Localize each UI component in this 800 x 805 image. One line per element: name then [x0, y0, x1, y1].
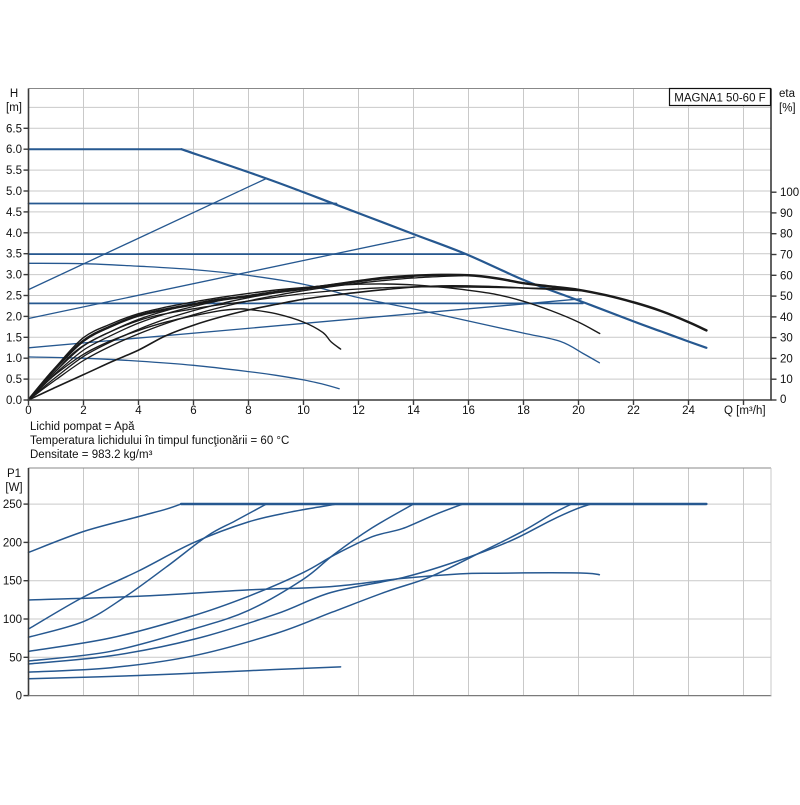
svg-text:[m]: [m]	[6, 102, 22, 114]
svg-text:Lichid pompat = Apă: Lichid pompat = Apă	[30, 421, 135, 433]
svg-text:20: 20	[780, 353, 793, 365]
svg-text:8: 8	[245, 405, 251, 417]
svg-text:2.5: 2.5	[6, 291, 22, 303]
svg-text:80: 80	[780, 229, 793, 241]
svg-text:0.0: 0.0	[6, 395, 22, 407]
svg-text:200: 200	[3, 537, 22, 549]
svg-text:3.0: 3.0	[6, 270, 22, 282]
svg-text:MAGNA1 50-60 F: MAGNA1 50-60 F	[674, 93, 765, 105]
svg-text:12: 12	[352, 405, 365, 417]
svg-text:14: 14	[407, 405, 420, 417]
svg-text:70: 70	[780, 250, 793, 262]
svg-text:0.5: 0.5	[6, 374, 22, 386]
svg-text:10: 10	[297, 405, 310, 417]
svg-text:[%]: [%]	[779, 103, 796, 115]
svg-text:eta: eta	[779, 88, 796, 100]
svg-text:90: 90	[780, 208, 793, 220]
svg-text:50: 50	[780, 291, 793, 303]
svg-text:40: 40	[780, 312, 793, 324]
svg-text:250: 250	[3, 499, 22, 511]
svg-text:2: 2	[80, 405, 86, 417]
svg-text:10: 10	[780, 374, 793, 386]
svg-text:3.5: 3.5	[6, 249, 22, 261]
svg-text:4: 4	[135, 405, 142, 417]
svg-text:4.0: 4.0	[6, 228, 22, 240]
svg-text:1.5: 1.5	[6, 332, 22, 344]
svg-text:2.0: 2.0	[6, 311, 22, 323]
svg-text:6.5: 6.5	[6, 123, 22, 135]
svg-text:5.5: 5.5	[6, 165, 22, 177]
svg-text:[W]: [W]	[5, 482, 22, 494]
svg-text:150: 150	[3, 576, 22, 588]
svg-text:100: 100	[780, 187, 799, 199]
svg-text:60: 60	[780, 270, 793, 282]
svg-text:5.0: 5.0	[6, 186, 22, 198]
svg-text:6.0: 6.0	[6, 144, 22, 156]
svg-text:0: 0	[780, 394, 786, 406]
svg-text:0: 0	[16, 691, 22, 703]
svg-text:22: 22	[627, 405, 640, 417]
svg-text:30: 30	[780, 333, 793, 345]
svg-text:H: H	[10, 88, 18, 100]
svg-text:18: 18	[517, 405, 530, 417]
svg-text:Temperatura lichidului în timp: Temperatura lichidului în timpul funcţio…	[30, 435, 289, 447]
svg-text:6: 6	[190, 405, 196, 417]
svg-text:Densitate = 983.2 kg/m³: Densitate = 983.2 kg/m³	[30, 449, 153, 461]
svg-text:P1: P1	[7, 468, 21, 480]
svg-text:24: 24	[682, 405, 695, 417]
svg-text:50: 50	[9, 652, 22, 664]
svg-text:1.0: 1.0	[6, 353, 22, 365]
svg-text:0: 0	[25, 405, 31, 417]
svg-text:20: 20	[572, 405, 585, 417]
svg-text:4.5: 4.5	[6, 207, 22, 219]
svg-text:16: 16	[462, 405, 475, 417]
svg-text:Q [m³/h]: Q [m³/h]	[724, 405, 766, 417]
svg-text:100: 100	[3, 614, 22, 626]
